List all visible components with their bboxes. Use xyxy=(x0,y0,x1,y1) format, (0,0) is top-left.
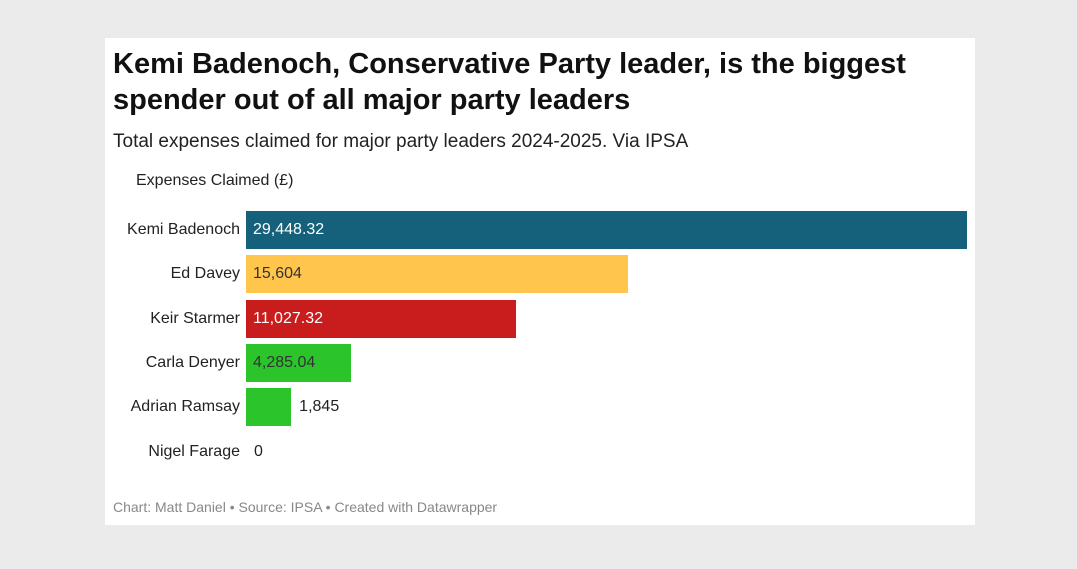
category-label: Carla Denyer xyxy=(145,353,240,371)
chart-title: Kemi Badenoch, Conservative Party leader… xyxy=(113,48,906,116)
column-header: Expenses Claimed (£) xyxy=(136,172,294,189)
value-label: 1,845 xyxy=(299,398,340,416)
chart-subtitle: Total expenses claimed for major party l… xyxy=(113,131,689,152)
bar xyxy=(246,343,351,382)
category-label: Adrian Ramsay xyxy=(130,398,240,416)
category-label: Ed Davey xyxy=(170,265,240,283)
chart-card: Kemi Badenoch, Conservative Party leader… xyxy=(105,38,975,525)
bar-row: Nigel Farage 0 xyxy=(105,433,975,471)
category-label: Kemi Badenoch xyxy=(127,221,240,238)
value-label: 29,448.32 xyxy=(253,221,325,238)
bar-row: Kemi Badenoch 29,448.32 xyxy=(105,211,975,249)
value-label: 0 xyxy=(254,442,263,460)
bar-row: Ed Davey 15,604 xyxy=(105,255,975,294)
chart-footer: Chart: Matt Daniel • Source: IPSA • Crea… xyxy=(113,499,498,515)
bar xyxy=(246,388,292,427)
category-label: Keir Starmer xyxy=(150,309,240,327)
value-label: 15,604 xyxy=(253,265,302,283)
bar-row: Keir Starmer 11,027.32 xyxy=(105,299,975,338)
bar xyxy=(246,255,629,294)
category-label: Nigel Farage xyxy=(148,442,240,460)
value-label: 11,027.32 xyxy=(253,309,323,327)
bar-row: Adrian Ramsay 1,845 xyxy=(105,388,975,427)
bar-row: Carla Denyer 4,285.04 xyxy=(105,343,975,382)
value-label: 4,285.04 xyxy=(253,353,316,371)
bar xyxy=(246,211,967,249)
bar xyxy=(246,299,516,338)
